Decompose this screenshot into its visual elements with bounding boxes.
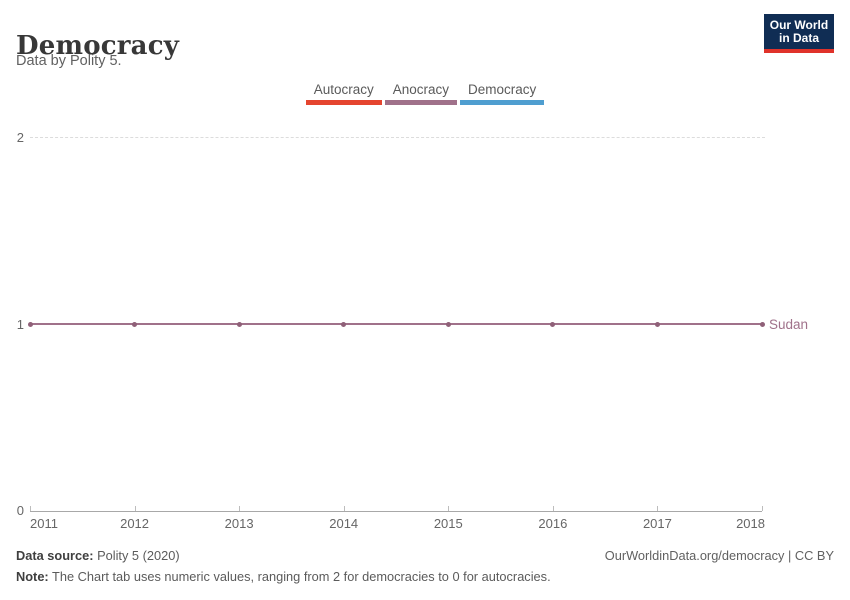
x-tick-2018 bbox=[762, 506, 763, 511]
note-line: Note: The Chart tab uses numeric values,… bbox=[16, 569, 551, 584]
data-point-2017[interactable] bbox=[654, 321, 660, 327]
owid-logo-text-line2: in Data bbox=[778, 31, 819, 45]
x-tick-2013 bbox=[239, 506, 241, 511]
x-tick-2017 bbox=[657, 506, 659, 511]
note-value: The Chart tab uses numeric values, rangi… bbox=[48, 569, 551, 584]
owid-logo[interactable]: Our World in Data bbox=[764, 14, 834, 53]
note-label: Note: bbox=[16, 569, 49, 584]
y-tick-label-2: 2 bbox=[16, 130, 24, 145]
data-point-2011[interactable] bbox=[27, 321, 33, 327]
x-tick-2012 bbox=[134, 506, 136, 511]
data-point-2018[interactable] bbox=[759, 321, 765, 327]
x-tick-2014 bbox=[343, 506, 345, 511]
legend-color-bar bbox=[305, 100, 382, 105]
x-tick-label-2014: 2014 bbox=[329, 516, 359, 531]
x-tick-2016 bbox=[552, 506, 554, 511]
data-source-line: Data source: Polity 5 (2020) bbox=[16, 548, 180, 563]
owid-logo-text-line1: Our World bbox=[769, 18, 829, 32]
x-tick-label-2015: 2015 bbox=[433, 516, 463, 531]
legend-label: Autocracy bbox=[313, 82, 374, 97]
data-point-2015[interactable] bbox=[445, 321, 451, 327]
x-tick-label-2013: 2013 bbox=[224, 516, 254, 531]
y-tick-label-1: 1 bbox=[16, 317, 24, 332]
data-source-value: Polity 5 (2020) bbox=[93, 548, 180, 563]
legend-item-democracy[interactable]: Democracy bbox=[460, 82, 545, 105]
gridline-y2 bbox=[30, 137, 765, 138]
legend-label: Democracy bbox=[468, 82, 537, 97]
x-tick-2015 bbox=[448, 506, 450, 511]
page-title: Democracy bbox=[16, 31, 180, 62]
data-point-2014[interactable] bbox=[341, 321, 347, 327]
x-axis-line bbox=[30, 511, 762, 512]
legend-label: Anocracy bbox=[392, 82, 450, 97]
x-tick-label-2016: 2016 bbox=[538, 516, 568, 531]
series-line-sudan[interactable] bbox=[30, 323, 762, 325]
x-tick-label-2018: 2018 bbox=[736, 516, 765, 531]
x-tick-label-2011: 2011 bbox=[30, 516, 58, 531]
x-tick-label-2012: 2012 bbox=[120, 516, 150, 531]
x-tick-2011 bbox=[30, 506, 31, 511]
legend-color-bar bbox=[384, 100, 458, 105]
data-point-2012[interactable] bbox=[132, 321, 138, 327]
data-point-2016[interactable] bbox=[550, 321, 556, 327]
chart-subtitle: Data by Polity 5. bbox=[16, 53, 122, 69]
chart-legend: Autocracy Anocracy Democracy bbox=[0, 82, 850, 105]
y-tick-label-0: 0 bbox=[16, 503, 24, 518]
legend-item-autocracy[interactable]: Autocracy bbox=[305, 82, 382, 105]
series-end-label[interactable]: Sudan bbox=[769, 317, 809, 332]
legend-color-bar bbox=[460, 100, 545, 105]
x-tick-label-2017: 2017 bbox=[642, 516, 672, 531]
data-point-2013[interactable] bbox=[236, 321, 242, 327]
legend-item-anocracy[interactable]: Anocracy bbox=[384, 82, 458, 105]
data-source-label: Data source: bbox=[16, 548, 94, 563]
attribution-link[interactable]: OurWorldinData.org/democracy | CC BY bbox=[604, 548, 834, 563]
